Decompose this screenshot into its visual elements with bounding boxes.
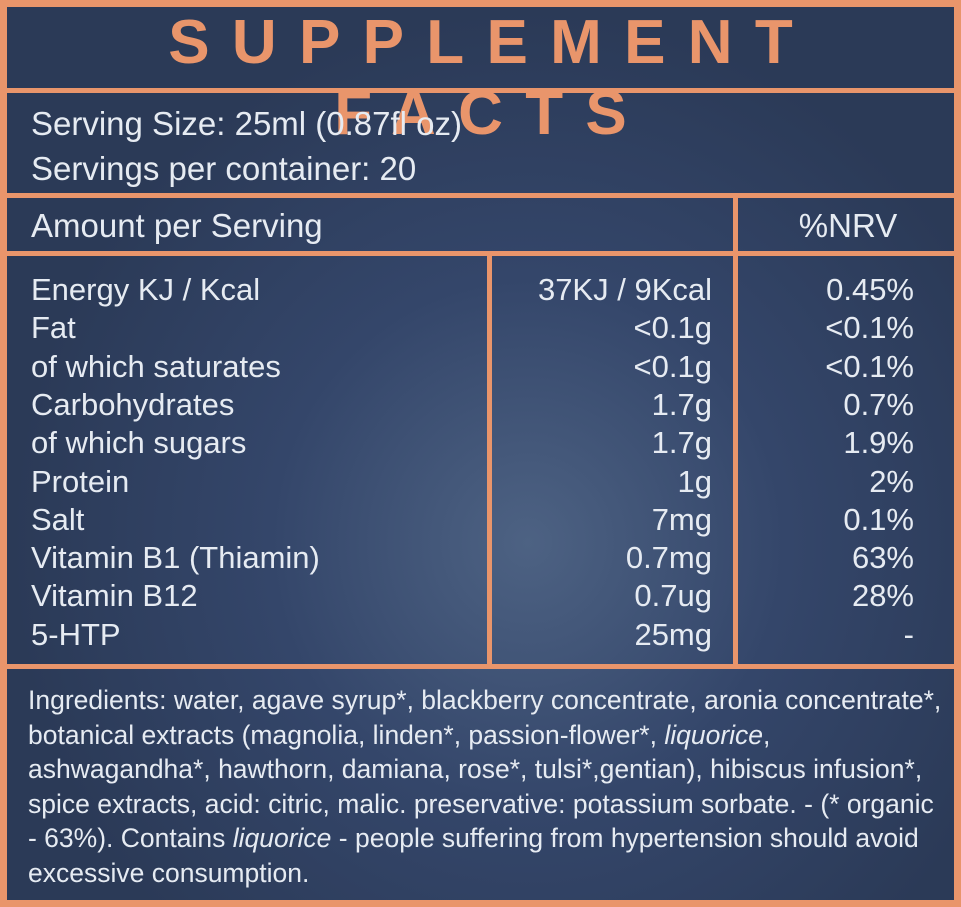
nutrient-name: 5-HTP <box>31 616 121 652</box>
nutrient-name: of which saturates <box>31 348 281 384</box>
nutrient-amount: 7mg <box>651 501 712 537</box>
nutrient-row: Salt 7mg 0.1% <box>7 501 954 539</box>
nutrient-amount: 0.7mg <box>625 540 712 576</box>
nutrient-nrv: 0.1% <box>843 501 914 537</box>
nutrient-amount: 0.7ug <box>634 578 712 614</box>
ingredients-text: liquorice <box>664 719 764 750</box>
nutrient-amount: <0.1g <box>633 348 712 384</box>
nutrient-name: Protein <box>31 463 130 499</box>
divider <box>7 664 954 669</box>
nutrient-amount: <0.1g <box>633 310 712 346</box>
nutrient-row: Energy KJ / Kcal 37KJ / 9Kcal 0.45% <box>7 271 954 309</box>
nutrient-row: of which saturates <0.1g <0.1% <box>7 348 954 386</box>
ingredients-text: - people suffering from hypertension sho… <box>28 823 919 888</box>
ingredients-text: liquorice <box>232 823 332 854</box>
nutrient-nrv: - <box>903 616 914 652</box>
nutrient-row: of which sugars 1.7g 1.9% <box>7 424 954 462</box>
ingredients: Ingredients: water, agave syrup*, blackb… <box>28 683 943 891</box>
nutrient-name: of which sugars <box>31 425 247 461</box>
divider <box>487 251 492 669</box>
nutrient-nrv: <0.1% <box>825 348 914 384</box>
nutrient-nrv: 28% <box>851 578 914 614</box>
nutrient-amount: 25mg <box>634 616 712 652</box>
serving-size: Serving Size: 25ml (0.87fl oz) <box>31 105 463 142</box>
nutrient-amount: 1.7g <box>651 425 712 461</box>
nutrient-name: Fat <box>31 310 76 346</box>
nutrient-name: Salt <box>31 501 85 537</box>
nutrient-row: Vitamin B12 0.7ug 28% <box>7 577 954 615</box>
ingredients-text: Ingredients: water, agave syrup*, blackb… <box>28 685 942 750</box>
nutrient-row: Carbohydrates 1.7g 0.7% <box>7 386 954 424</box>
nutrient-nrv: <0.1% <box>825 310 914 346</box>
nutrient-row: Vitamin B1 (Thiamin) 0.7mg 63% <box>7 539 954 577</box>
nutrient-name: Vitamin B12 <box>31 578 198 614</box>
nutrient-row: Fat <0.1g <0.1% <box>7 309 954 347</box>
nutrient-amount: 37KJ / 9Kcal <box>537 272 712 307</box>
nutrient-row: 5-HTP 25mg - <box>7 616 954 654</box>
nutrient-amount: 1g <box>677 463 712 499</box>
servings-per-container: Servings per container: 20 <box>31 150 417 187</box>
nrv-header: %NRV <box>798 207 898 244</box>
nutrient-nrv: 63% <box>851 540 914 576</box>
ingredients-text: , ashwagandha*, hawthorn, damiana, rose*… <box>28 719 934 854</box>
nutrient-nrv: 0.7% <box>843 386 914 422</box>
divider <box>7 88 954 93</box>
nutrient-nrv: 1.9% <box>843 425 914 461</box>
nutrient-name: Carbohydrates <box>31 386 235 422</box>
divider <box>733 193 738 669</box>
divider <box>7 251 954 256</box>
divider <box>7 193 954 198</box>
nutrient-name: Vitamin B1 (Thiamin) <box>31 540 320 576</box>
nutrient-amount: 1.7g <box>651 386 712 422</box>
nutrient-row: Protein 1g 2% <box>7 463 954 501</box>
amount-header: Amount per Serving <box>31 207 323 244</box>
nutrient-name: Energy KJ / Kcal <box>31 272 261 307</box>
nutrient-nrv: 2% <box>869 463 914 499</box>
nutrient-nrv: 0.45% <box>826 272 914 307</box>
